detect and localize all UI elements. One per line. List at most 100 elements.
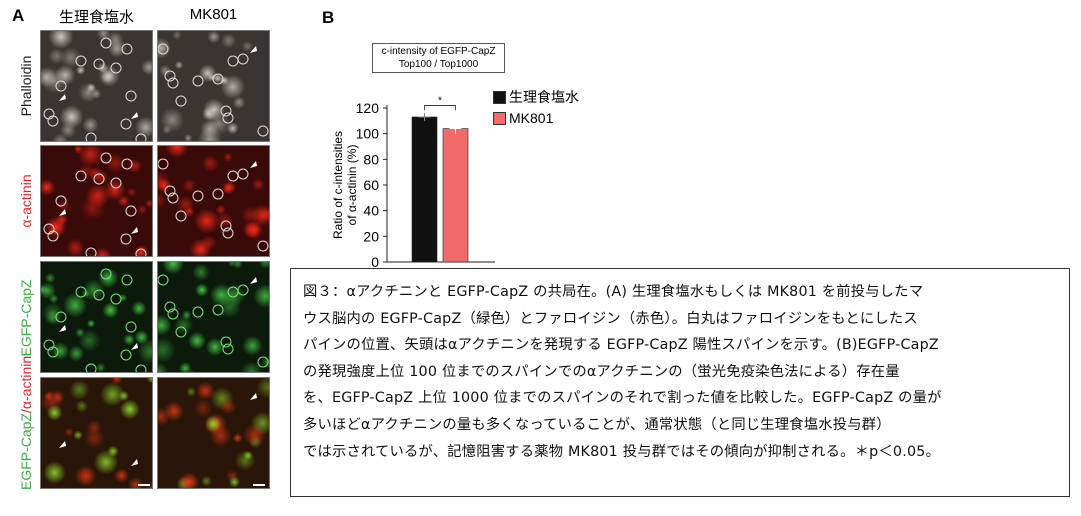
micrograph-egfp-capz-saline (40, 261, 153, 373)
fluorescent-spot (93, 450, 119, 475)
caption-line: パインの位置、矢頭はαアクチニンを発現する EGFP-CapZ 陽性スパインを示… (303, 337, 939, 354)
fluorescent-spot (201, 475, 213, 487)
fluorescent-spot (79, 163, 95, 179)
spine-circle (237, 168, 249, 180)
spine-circle (47, 115, 59, 127)
fluorescent-spot (140, 59, 152, 76)
spine-circle (222, 227, 234, 239)
spine-circle (43, 108, 55, 120)
y-tick-label: 80 (363, 151, 379, 167)
fluorescent-spot (41, 179, 56, 196)
fluorescent-spot (172, 31, 182, 40)
bar-chart: 0 20 40 60 80 100 120 Ratio of c-intensitiesof … (331, 95, 495, 270)
fluorescent-spot (165, 146, 189, 158)
fluorescent-spot (78, 82, 99, 103)
fluorescent-spot (220, 33, 237, 49)
fluorescent-spot (241, 40, 253, 52)
legend-label-mk801: MK801 (509, 110, 554, 126)
fluorescent-spot (210, 283, 233, 307)
spine-circle (120, 349, 132, 361)
spine-circle (75, 170, 87, 182)
spine-circle (47, 230, 59, 242)
row-label-phalloidin: Phalloidin (18, 55, 34, 117)
fluorescent-spot (196, 381, 215, 401)
fluorescent-spot (193, 399, 213, 418)
fluorescent-spot (232, 433, 243, 443)
spine-circle (192, 306, 204, 318)
spine-circle (135, 364, 147, 372)
spine-circle (135, 133, 147, 141)
fluorescent-spot (127, 158, 142, 174)
fluorescent-spot (158, 337, 176, 364)
fluorescent-spot (43, 461, 66, 484)
column-header-mk801: MK801 (189, 6, 238, 23)
caption-line: の発現強度上位 100 位までのスパインでのαアクチニンの（蛍光免疫染色法による… (303, 363, 900, 380)
spine-circle (100, 37, 112, 49)
fluorescent-spot (77, 146, 104, 168)
spine-circle (158, 43, 169, 55)
arrowhead-icon (59, 441, 66, 448)
y-tick-label: 0 (371, 254, 379, 270)
fluorescent-spot (41, 67, 57, 88)
spine-circle (164, 185, 176, 197)
spine-circle (43, 223, 55, 235)
spine-circle (167, 192, 179, 204)
panel-b-letter: B (322, 8, 335, 27)
fluorescent-spot (256, 378, 269, 399)
fluorescent-spot (110, 378, 123, 385)
fluorescent-spot (244, 220, 263, 240)
spine-circle (175, 95, 187, 107)
arrowhead-icon (131, 343, 138, 350)
fluorescent-spot (200, 234, 217, 251)
fluorescent-spot (258, 262, 269, 270)
fluorescent-spot (252, 178, 265, 191)
fluorescent-spot (174, 60, 184, 70)
spine-circle (120, 118, 132, 130)
fluorescent-spot (197, 127, 222, 141)
fluorescent-spot (118, 293, 128, 303)
fluorescent-spot (195, 283, 209, 297)
bar-mk801 (442, 128, 469, 263)
fluorescent-spot (158, 171, 170, 191)
spine-circle (47, 346, 59, 358)
fluorescent-spot (64, 427, 74, 437)
arrowhead-icon (250, 46, 257, 53)
fluorescent-spot (222, 180, 236, 195)
spine-circle (121, 158, 133, 170)
bar-saline (411, 116, 438, 263)
spine-circle (222, 112, 234, 124)
row-label-actinin: α-actinin (18, 174, 34, 228)
panel-a-letter: A (12, 6, 25, 25)
fluorescent-spot (181, 310, 192, 320)
fluorescent-spot (128, 477, 144, 488)
fluorescent-spot (114, 468, 129, 483)
figure-caption: 図３：αアクチニンと EGFP-CapZ の共局在。(A) 生理食塩水もしくは … (290, 268, 1070, 497)
fluorescent-spot (184, 134, 193, 141)
legend-swatch-mk801 (493, 111, 506, 125)
spine-circle (135, 248, 147, 256)
spine-circle (220, 220, 232, 232)
spine-circle (55, 195, 67, 207)
fluorescent-spot (73, 430, 83, 440)
fluorescent-spot (179, 362, 192, 372)
fluorescent-spot (179, 472, 199, 488)
micrograph-egfp-capz-mk801 (157, 261, 270, 373)
micrograph-actinin-saline (40, 145, 153, 257)
spine-circle (237, 53, 249, 65)
caption-line: 図３：αアクチニンと EGFP-CapZ の共局在。(A) 生理食塩水もしくは … (303, 284, 924, 300)
spine-circle (110, 293, 122, 305)
arrowhead-icon (250, 161, 257, 168)
fluorescent-spot (253, 284, 269, 308)
chart-title-box: c-intensity of EGFP-CapZ Top100 / Top100… (372, 43, 505, 73)
fluorescent-spot (162, 262, 184, 275)
fluorescent-spot (158, 361, 169, 372)
spine-circle (121, 43, 133, 55)
spine-circle (167, 77, 179, 89)
fluorescent-spot (251, 411, 269, 435)
legend-label-saline: 生理食塩水 (509, 89, 579, 105)
fluorescent-spot (241, 205, 259, 224)
fluorescent-spot (118, 390, 130, 402)
spine-circle (120, 233, 132, 245)
y-axis-label: Ratio of c-intensitiesof α-actinin (%) (331, 131, 359, 239)
fluorescent-spot (55, 64, 76, 86)
